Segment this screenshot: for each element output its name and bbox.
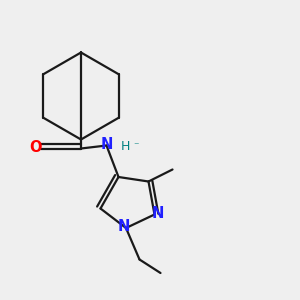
Text: ⁻: ⁻ [133,142,139,152]
Text: N: N [151,206,164,220]
Text: N: N [100,137,113,152]
Text: H: H [120,140,130,153]
Text: O: O [30,140,42,155]
Text: N: N [117,219,130,234]
